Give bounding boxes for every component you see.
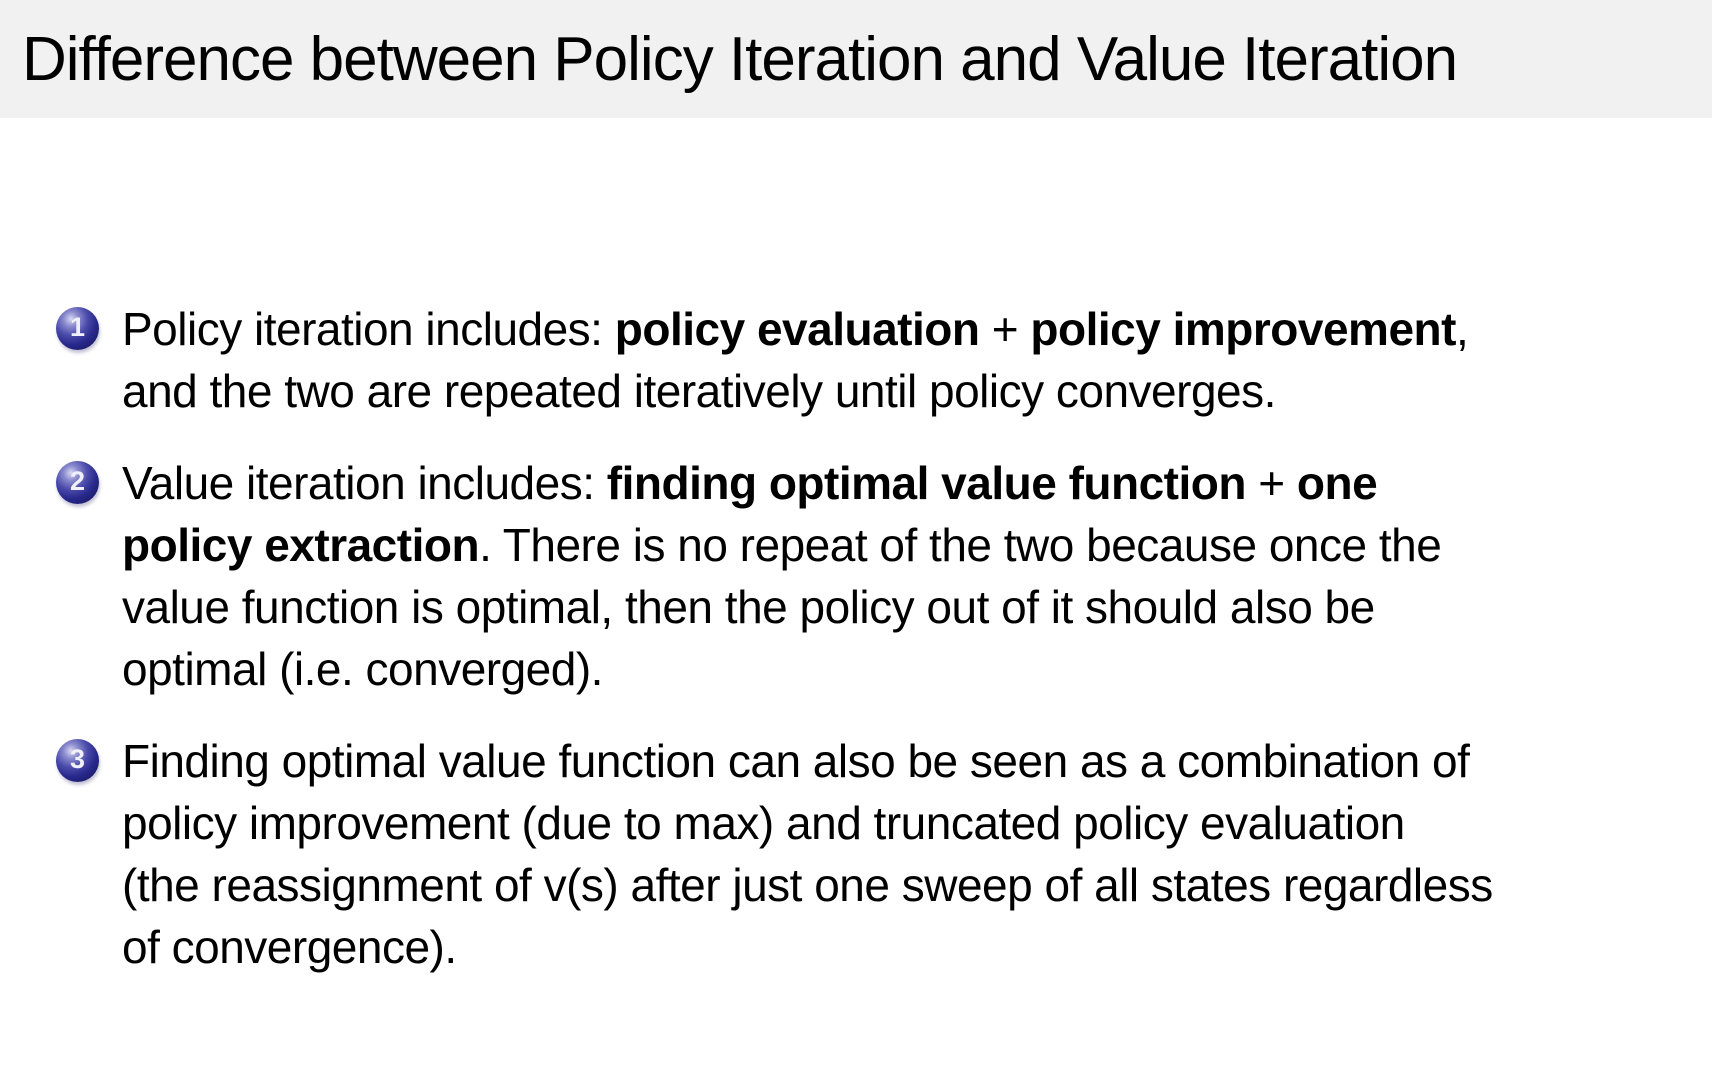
list-item-text: Finding optimal value function can also … <box>122 730 1493 978</box>
bold-text-segment: policy extraction <box>122 519 480 571</box>
text-line: policy extraction. There is no repeat of… <box>122 514 1442 576</box>
text-segment: . There is no repeat of the two because … <box>479 519 1442 571</box>
bold-text-segment: finding optimal value function <box>606 457 1247 509</box>
text-segment: (the reassignment of v(s) after just one… <box>122 859 1493 911</box>
enumerate-ball-number: 2 <box>69 466 86 496</box>
enumerate-ball-icon: 3 <box>56 739 99 782</box>
text-line: Policy iteration includes: policy evalua… <box>122 298 1469 360</box>
text-line: (the reassignment of v(s) after just one… <box>122 854 1493 916</box>
enumerate-ball-number: 3 <box>69 744 86 774</box>
enumerate-ball-number: 1 <box>69 312 86 342</box>
text-segment: and the two are repeated iteratively unt… <box>122 365 1276 417</box>
text-line: value function is optimal, then the poli… <box>122 576 1441 638</box>
text-segment: value function is optimal, then the poli… <box>122 581 1375 633</box>
text-segment: optimal (i.e. converged). <box>122 643 603 695</box>
list-item: 3 Finding optimal value function can also… <box>0 730 1712 978</box>
text-line: policy improvement (due to max) and trun… <box>122 792 1493 854</box>
text-line: optimal (i.e. converged). <box>122 638 1441 700</box>
text-line: Value iteration includes: finding optima… <box>122 452 1441 514</box>
text-segment: Value iteration includes: <box>122 457 607 509</box>
list-item: 1 Policy iteration includes: policy evalu… <box>0 298 1712 422</box>
bold-text-segment: policy improvement <box>1030 303 1456 355</box>
text-segment: policy improvement (due to max) and trun… <box>122 797 1405 849</box>
text-segment: + <box>1245 457 1297 509</box>
bullet-list: 1 Policy iteration includes: policy evalu… <box>0 118 1712 978</box>
list-item-text: Policy iteration includes: policy evalua… <box>122 298 1469 422</box>
text-segment: + <box>979 303 1031 355</box>
slide-title: Difference between Policy Iteration and … <box>22 24 1458 94</box>
enumerate-ball-icon: 2 <box>56 461 99 504</box>
text-segment: of convergence). <box>122 921 457 973</box>
slide-body: 1 Policy iteration includes: policy evalu… <box>0 118 1712 978</box>
text-line: of convergence). <box>122 916 1493 978</box>
bold-text-segment: one <box>1296 457 1378 509</box>
enumerate-ball-icon: 1 <box>56 307 99 350</box>
title-bar: Difference between Policy Iteration and … <box>0 0 1712 118</box>
text-line: and the two are repeated iteratively unt… <box>122 360 1468 422</box>
text-segment: Policy iteration includes: <box>122 303 615 355</box>
text-line: Finding optimal value function can also … <box>122 730 1493 792</box>
text-segment: Finding optimal value function can also … <box>122 735 1470 787</box>
list-item-text: Value iteration includes: finding optima… <box>122 452 1442 700</box>
bold-text-segment: policy evaluation <box>614 303 980 355</box>
text-segment: , <box>1455 303 1469 355</box>
list-item: 2 Value iteration includes: finding optim… <box>0 452 1712 700</box>
